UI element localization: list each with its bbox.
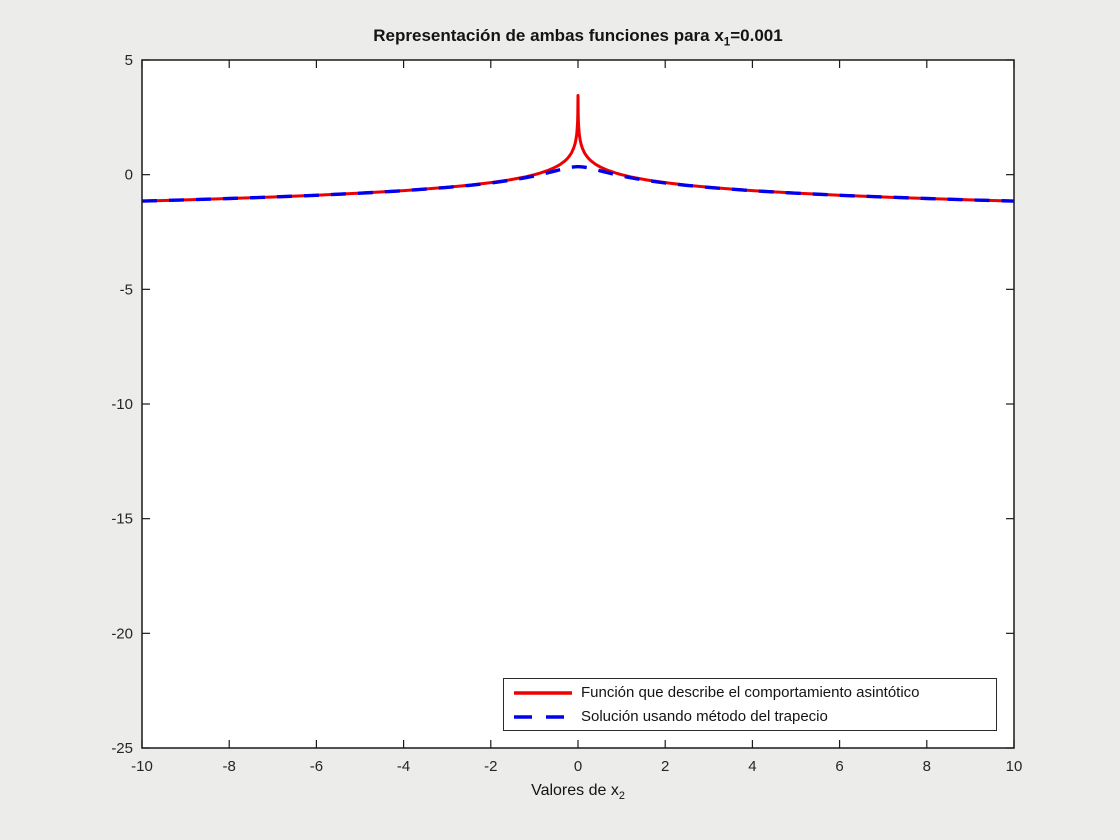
plot-background	[142, 60, 1014, 748]
y-tick-label: -5	[120, 281, 133, 298]
axes-box	[141, 59, 1015, 749]
x-tick-label: 4	[748, 758, 756, 775]
legend-line-sample-solid	[513, 682, 573, 704]
x-axis-label: Valores de x2	[142, 782, 1014, 802]
x-tick-label: -8	[223, 758, 236, 775]
x-tick-label: -2	[484, 758, 497, 775]
series-line-trapecio	[142, 165, 1014, 203]
legend-entry-asintotico: Función que describe el comportamiento a…	[513, 681, 996, 704]
legend-entry-trapecio: Solución usando método del trapecio	[513, 705, 996, 728]
solid-line-icon	[514, 690, 572, 695]
x-tick-label: -10	[131, 758, 153, 775]
x-tick-label: 8	[923, 758, 931, 775]
x-axis-label-text: Valores de x	[531, 782, 619, 799]
y-tick-label: -20	[111, 625, 133, 642]
legend-line-sample-dashed	[513, 706, 573, 728]
legend-label: Función que describe el comportamiento a…	[581, 684, 920, 701]
y-tick-label: -25	[111, 740, 133, 757]
chart-title-subscript: 1	[723, 36, 731, 49]
chart-title: Representación de ambas funciones para x…	[142, 26, 1014, 48]
x-tick-label: -4	[397, 758, 410, 775]
y-tick-label: -15	[111, 511, 133, 528]
x-tick-label: 0	[574, 758, 582, 775]
x-tick-label: -6	[310, 758, 323, 775]
y-tick-label: 0	[125, 167, 133, 184]
legend: Función que describe el comportamiento a…	[503, 678, 997, 731]
y-tick-label: -10	[111, 396, 133, 413]
x-tick-label: 10	[1006, 758, 1023, 775]
chart-title-suffix: =0.001	[730, 26, 783, 45]
y-tick-label: 5	[125, 52, 133, 69]
dashed-line-icon	[514, 714, 572, 719]
x-tick-label: 2	[661, 758, 669, 775]
legend-label: Solución usando método del trapecio	[581, 708, 828, 725]
x-tick-label: 6	[835, 758, 843, 775]
chart-title-text: Representación de ambas funciones para x	[373, 26, 724, 45]
x-axis-label-subscript: 2	[618, 790, 625, 803]
